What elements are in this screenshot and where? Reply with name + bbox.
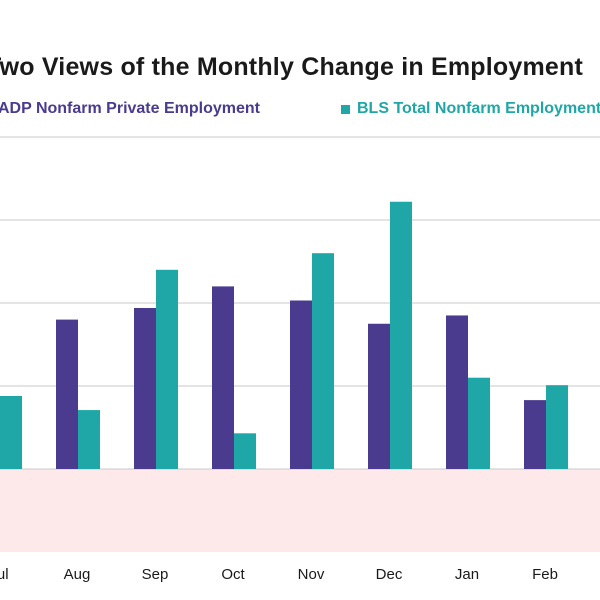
legend-item-bls: BLS Total Nonfarm Employment <box>341 100 600 118</box>
legend-label-adp: ADP Nonfarm Private Employment <box>0 100 260 117</box>
legend-label-bls: BLS Total Nonfarm Employment <box>357 100 600 117</box>
bar-bls-oct <box>234 433 256 469</box>
bar-bls-sep <box>156 269 178 469</box>
x-tick-label-feb: Feb <box>532 566 558 583</box>
bar-bls-jul <box>0 395 22 469</box>
x-tick-label-sep: Sep <box>142 566 169 583</box>
bar-bls-nov <box>312 253 334 469</box>
legend-item-adp: ADP Nonfarm Private Employment <box>0 100 260 118</box>
bar-adp-dec <box>368 323 390 469</box>
bar-bls-aug <box>78 410 100 469</box>
legend-marker-bls <box>341 104 350 114</box>
x-tick-label-oct: Oct <box>221 566 245 583</box>
bar-adp-aug <box>56 319 78 469</box>
bar-bls-dec <box>390 201 412 470</box>
bar-bls-feb <box>546 385 568 469</box>
negative-region <box>0 469 600 552</box>
bar-adp-feb <box>524 400 546 469</box>
bar-adp-oct <box>212 286 234 469</box>
x-tick-label-jul: Jul <box>0 566 9 583</box>
bar-bls-jan <box>468 377 490 469</box>
bar-adp-nov <box>290 300 312 469</box>
x-tick-label-jan: Jan <box>455 566 479 583</box>
bar-adp-sep <box>134 307 156 469</box>
bar-adp-jan <box>446 315 468 469</box>
x-tick-label-dec: Dec <box>376 566 403 583</box>
x-tick-label-aug: Aug <box>64 566 91 583</box>
chart-title: Two Views of the Monthly Change in Emplo… <box>0 53 584 81</box>
x-tick-label-nov: Nov <box>298 566 325 583</box>
